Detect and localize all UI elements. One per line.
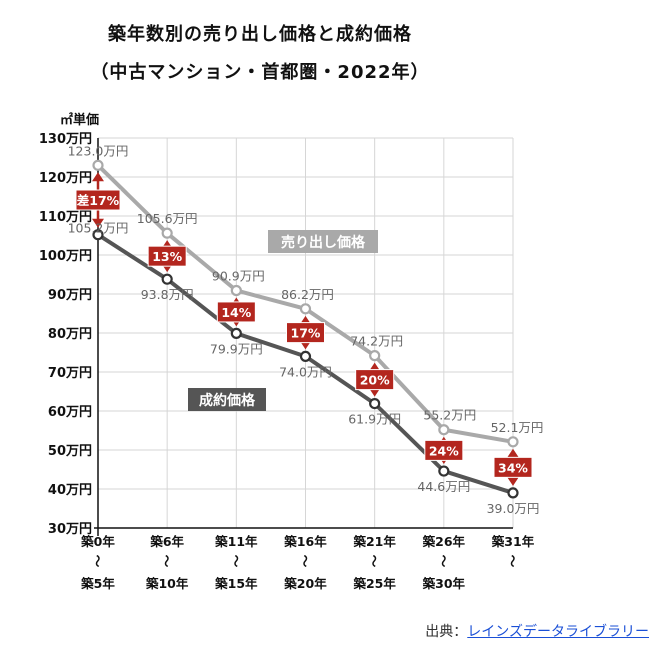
data-point — [230, 327, 242, 339]
value-label-contract: 93.8万円 — [141, 287, 194, 302]
x-tick-label-end: 築20年 — [283, 576, 327, 591]
source-credit: 出典：レインズデータライブラリー — [425, 621, 649, 641]
value-label-contract: 74.0万円 — [279, 364, 332, 379]
x-tick-label-start: 築31年 — [491, 534, 535, 549]
x-tick-wave: ～ — [367, 555, 382, 568]
diff-badge — [355, 369, 395, 391]
diff-arrow-head-down — [92, 218, 104, 228]
x-tick-wave: ～ — [436, 555, 451, 568]
value-label-asking: 86.2万円 — [281, 287, 334, 302]
x-tick-label-start: 築26年 — [422, 534, 466, 549]
x-tick-label-start: 築16年 — [283, 534, 327, 549]
value-label-asking: 52.1万円 — [491, 420, 544, 435]
x-tick-wave: ～ — [505, 555, 520, 568]
y-tick-label: 80万円 — [48, 327, 92, 342]
series-name-label: 売り出し価格 — [281, 234, 366, 251]
data-point — [369, 350, 381, 362]
x-tick-label-end: 築30年 — [422, 576, 466, 591]
y-tick-label: 40万円 — [48, 483, 92, 498]
y-tick-label: 70万円 — [48, 366, 92, 381]
y-tick-label: 60万円 — [48, 405, 92, 420]
data-point — [299, 303, 312, 315]
source-link[interactable]: レインズデータライブラリー — [467, 624, 649, 640]
data-point — [438, 465, 450, 477]
data-point — [507, 487, 519, 499]
x-tick-label-start: 築0年 — [80, 534, 115, 549]
value-label-contract: 61.9万円 — [348, 412, 401, 427]
series-name-box — [188, 388, 266, 411]
diff-badge-label: 17% — [291, 326, 321, 341]
value-label-contract: 79.9万円 — [210, 341, 263, 356]
value-label-asking: 55.2万円 — [423, 408, 476, 423]
x-tick-wave: ～ — [228, 555, 243, 568]
y-tick-label: 100万円 — [39, 249, 92, 264]
data-point — [507, 436, 519, 448]
y-tick-label: 120万円 — [39, 171, 92, 186]
value-label-contract: 39.0万円 — [487, 501, 540, 516]
data-point — [438, 424, 450, 436]
y-tick-label: 110万円 — [39, 210, 92, 225]
diff-badge — [216, 301, 256, 323]
diff-badge-label: 13% — [152, 249, 182, 264]
data-point — [369, 397, 381, 410]
chart-title: 築年数別の売り出し価格と成約価格 — [108, 24, 412, 45]
diff-badge — [75, 189, 121, 211]
diff-badge-label: 20% — [360, 373, 390, 388]
series-name-box — [268, 230, 378, 253]
y-tick-label: 130万円 — [39, 132, 92, 147]
y-tick-label: 50万円 — [48, 444, 92, 459]
series-name-label: 成約価格 — [199, 392, 256, 409]
diff-badge — [424, 439, 464, 461]
value-label-contract: 44.6万円 — [417, 479, 470, 494]
y-tick-label: 90万円 — [48, 288, 92, 303]
x-tick-label-start: 築21年 — [352, 534, 396, 549]
x-tick-label-end: 築15年 — [214, 576, 258, 591]
diff-arrow-head-up — [507, 448, 519, 458]
value-label-asking: 123.0万円 — [68, 143, 129, 158]
value-label-asking: 74.2万円 — [350, 334, 403, 349]
data-point — [161, 227, 173, 239]
data-point — [230, 284, 242, 297]
diff-badge-label: 差17% — [76, 193, 120, 208]
data-point — [161, 273, 173, 285]
data-point — [92, 159, 104, 171]
value-label-asking: 105.6万円 — [137, 211, 198, 226]
x-tick-label-end: 築25年 — [352, 576, 396, 591]
diff-arrow-head-down — [507, 476, 519, 486]
data-point — [299, 350, 312, 362]
x-tick-label-end: 築10年 — [145, 576, 189, 591]
data-point — [92, 229, 104, 241]
value-label-asking: 90.9万円 — [212, 268, 265, 283]
chart-subtitle: （中古マンション・首都圏・2022年） — [90, 62, 430, 83]
value-label-contract: 105.2万円 — [68, 221, 129, 236]
diff-badge-label: 24% — [429, 443, 459, 458]
diff-badge-label: 14% — [221, 305, 251, 320]
x-tick-label-end: 築5年 — [80, 576, 115, 591]
diff-badge — [286, 322, 325, 344]
diff-badge-label: 34% — [498, 460, 528, 475]
y-tick-label: 30万円 — [48, 522, 92, 537]
diff-badge — [147, 245, 187, 267]
x-tick-wave: ～ — [159, 555, 174, 568]
y-axis-title: ㎡単価 — [60, 112, 99, 128]
x-tick-label-start: 築11年 — [214, 534, 258, 549]
x-tick-wave: ～ — [298, 555, 313, 568]
diff-badge — [493, 456, 533, 478]
x-tick-wave: ～ — [90, 555, 105, 568]
diff-arrow-head-up — [92, 172, 104, 182]
source-prefix: 出典： — [425, 624, 468, 640]
x-tick-label-start: 築6年 — [149, 534, 184, 549]
